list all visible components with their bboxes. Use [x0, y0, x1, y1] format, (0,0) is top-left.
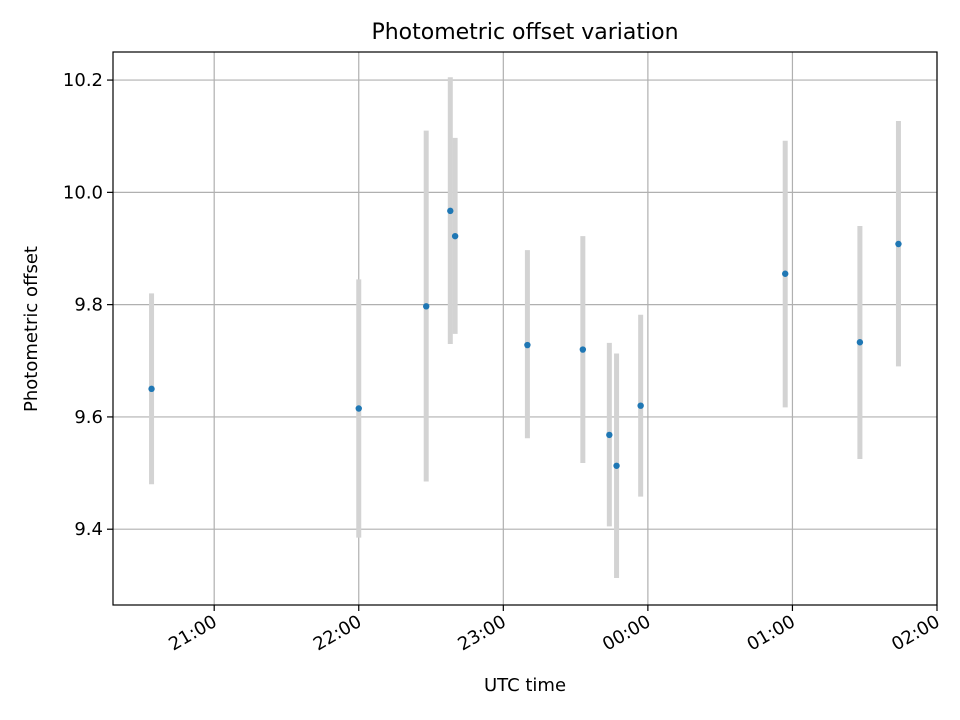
x-tick-label: 21:00	[165, 611, 220, 655]
x-tick-label: 22:00	[310, 611, 365, 655]
data-point	[355, 405, 362, 412]
y-axis-label: Photometric offset	[21, 246, 42, 412]
chart-title: Photometric offset variation	[371, 20, 678, 45]
y-tick-label: 9.6	[74, 407, 103, 428]
x-tick-label: 23:00	[454, 611, 509, 655]
data-point	[579, 346, 587, 353]
y-axis-ticks: 9.4 9.6 9.8 10.0 10.2	[63, 70, 113, 540]
x-axis-label: UTC time	[484, 675, 566, 696]
x-tick-label: 01:00	[744, 611, 799, 655]
data-points	[148, 207, 902, 469]
data-point	[447, 207, 454, 215]
x-tick-label: 00:00	[599, 611, 654, 655]
data-point	[895, 240, 902, 248]
x-axis-ticks: 21:00 22:00 23:00 00:00 01:00 02:00	[165, 605, 944, 655]
data-point	[782, 270, 789, 277]
y-tick-label: 10.2	[63, 70, 103, 91]
data-point	[856, 339, 864, 346]
errorbars	[149, 77, 901, 579]
y-tick-label: 9.4	[74, 519, 103, 540]
data-point	[423, 303, 430, 310]
data-point	[613, 462, 620, 469]
data-point	[524, 341, 531, 349]
y-tick-label: 10.0	[63, 182, 103, 203]
data-point	[451, 232, 459, 240]
y-tick-label: 9.8	[74, 295, 103, 316]
plot-frame	[112, 51, 938, 606]
data-point	[148, 385, 155, 393]
x-tick-label: 02:00	[888, 611, 943, 655]
data-point	[606, 431, 613, 439]
data-point	[637, 402, 644, 409]
